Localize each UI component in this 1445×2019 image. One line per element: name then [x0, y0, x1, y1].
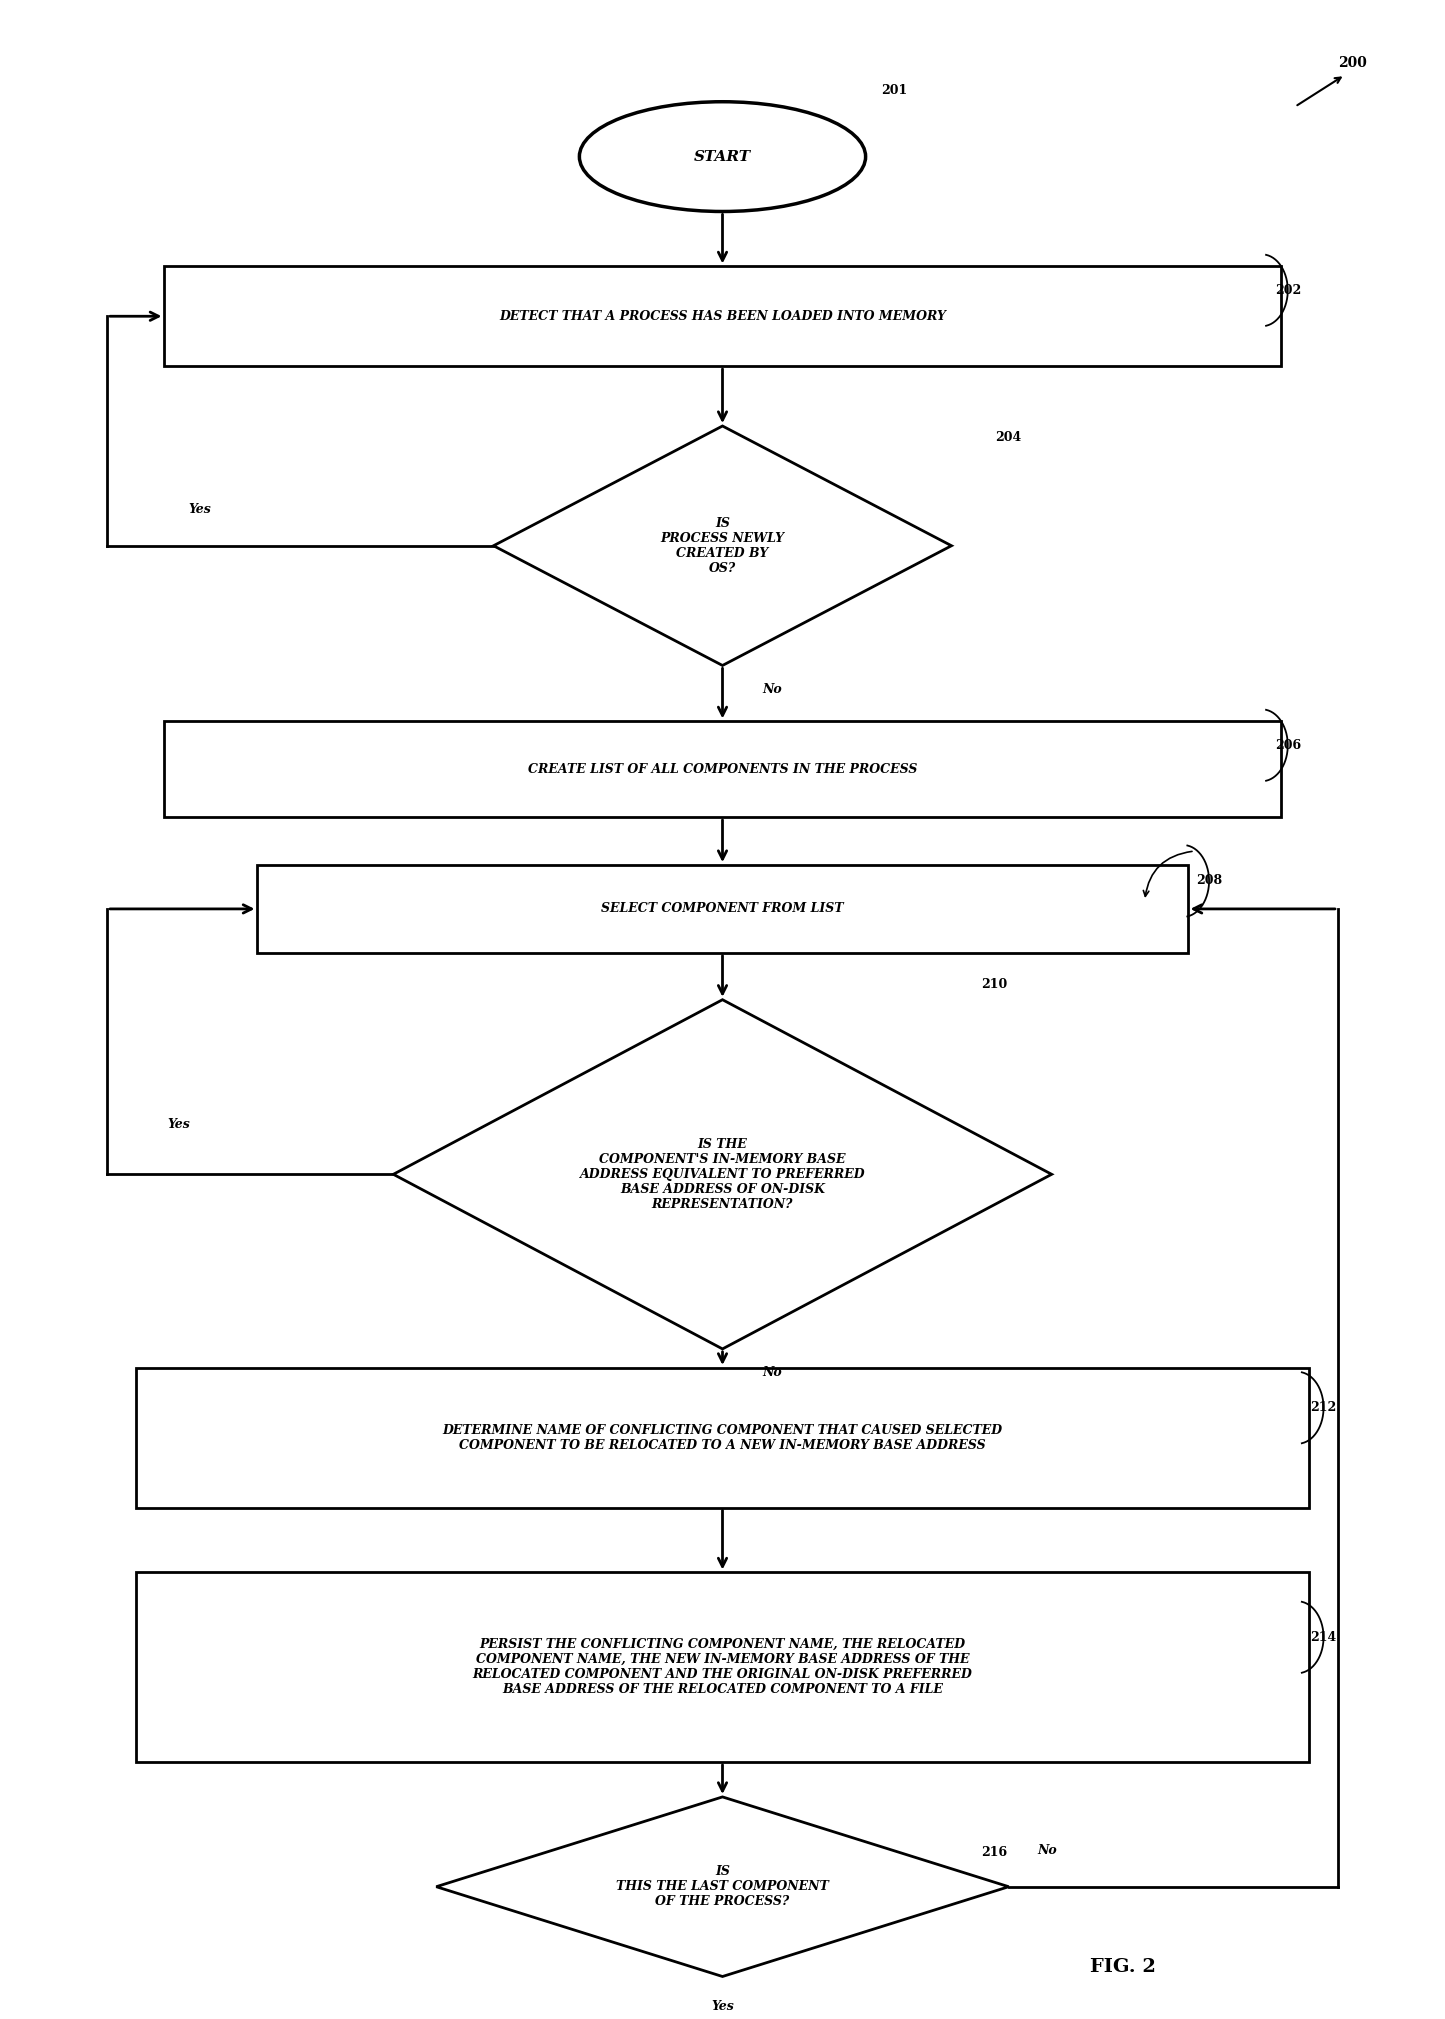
Text: IS THE
COMPONENT'S IN-MEMORY BASE
ADDRESS EQUIVALENT TO PREFERRED
BASE ADDRESS O: IS THE COMPONENT'S IN-MEMORY BASE ADDRES… [579, 1139, 866, 1211]
Text: 204: 204 [996, 432, 1022, 444]
Text: 206: 206 [1274, 739, 1300, 751]
Text: No: No [1038, 1843, 1058, 1857]
Text: SELECT COMPONENT FROM LIST: SELECT COMPONENT FROM LIST [601, 902, 844, 915]
Text: 208: 208 [1196, 874, 1222, 888]
Text: DETERMINE NAME OF CONFLICTING COMPONENT THAT CAUSED SELECTED
COMPONENT TO BE REL: DETERMINE NAME OF CONFLICTING COMPONENT … [442, 1423, 1003, 1452]
Text: No: No [763, 682, 782, 697]
Text: 216: 216 [981, 1845, 1007, 1859]
Text: 201: 201 [881, 85, 907, 97]
Text: IS
THIS THE LAST COMPONENT
OF THE PROCESS?: IS THIS THE LAST COMPONENT OF THE PROCES… [616, 1866, 829, 1908]
Text: Yes: Yes [711, 2001, 734, 2013]
Text: 214: 214 [1311, 1631, 1337, 1643]
Text: 202: 202 [1274, 285, 1300, 297]
Text: CREATE LIST OF ALL COMPONENTS IN THE PROCESS: CREATE LIST OF ALL COMPONENTS IN THE PRO… [527, 763, 918, 775]
Text: Yes: Yes [189, 503, 211, 517]
Text: Yes: Yes [168, 1119, 191, 1131]
Text: START: START [694, 149, 751, 164]
Text: PERSIST THE CONFLICTING COMPONENT NAME, THE RELOCATED
COMPONENT NAME, THE NEW IN: PERSIST THE CONFLICTING COMPONENT NAME, … [473, 1637, 972, 1696]
Text: 212: 212 [1311, 1401, 1337, 1413]
Text: 210: 210 [981, 979, 1007, 991]
Text: 200: 200 [1338, 57, 1367, 71]
Text: No: No [763, 1367, 782, 1379]
Text: DETECT THAT A PROCESS HAS BEEN LOADED INTO MEMORY: DETECT THAT A PROCESS HAS BEEN LOADED IN… [499, 309, 946, 323]
Text: IS
PROCESS NEWLY
CREATED BY
OS?: IS PROCESS NEWLY CREATED BY OS? [660, 517, 785, 575]
Text: FIG. 2: FIG. 2 [1091, 1958, 1156, 1975]
